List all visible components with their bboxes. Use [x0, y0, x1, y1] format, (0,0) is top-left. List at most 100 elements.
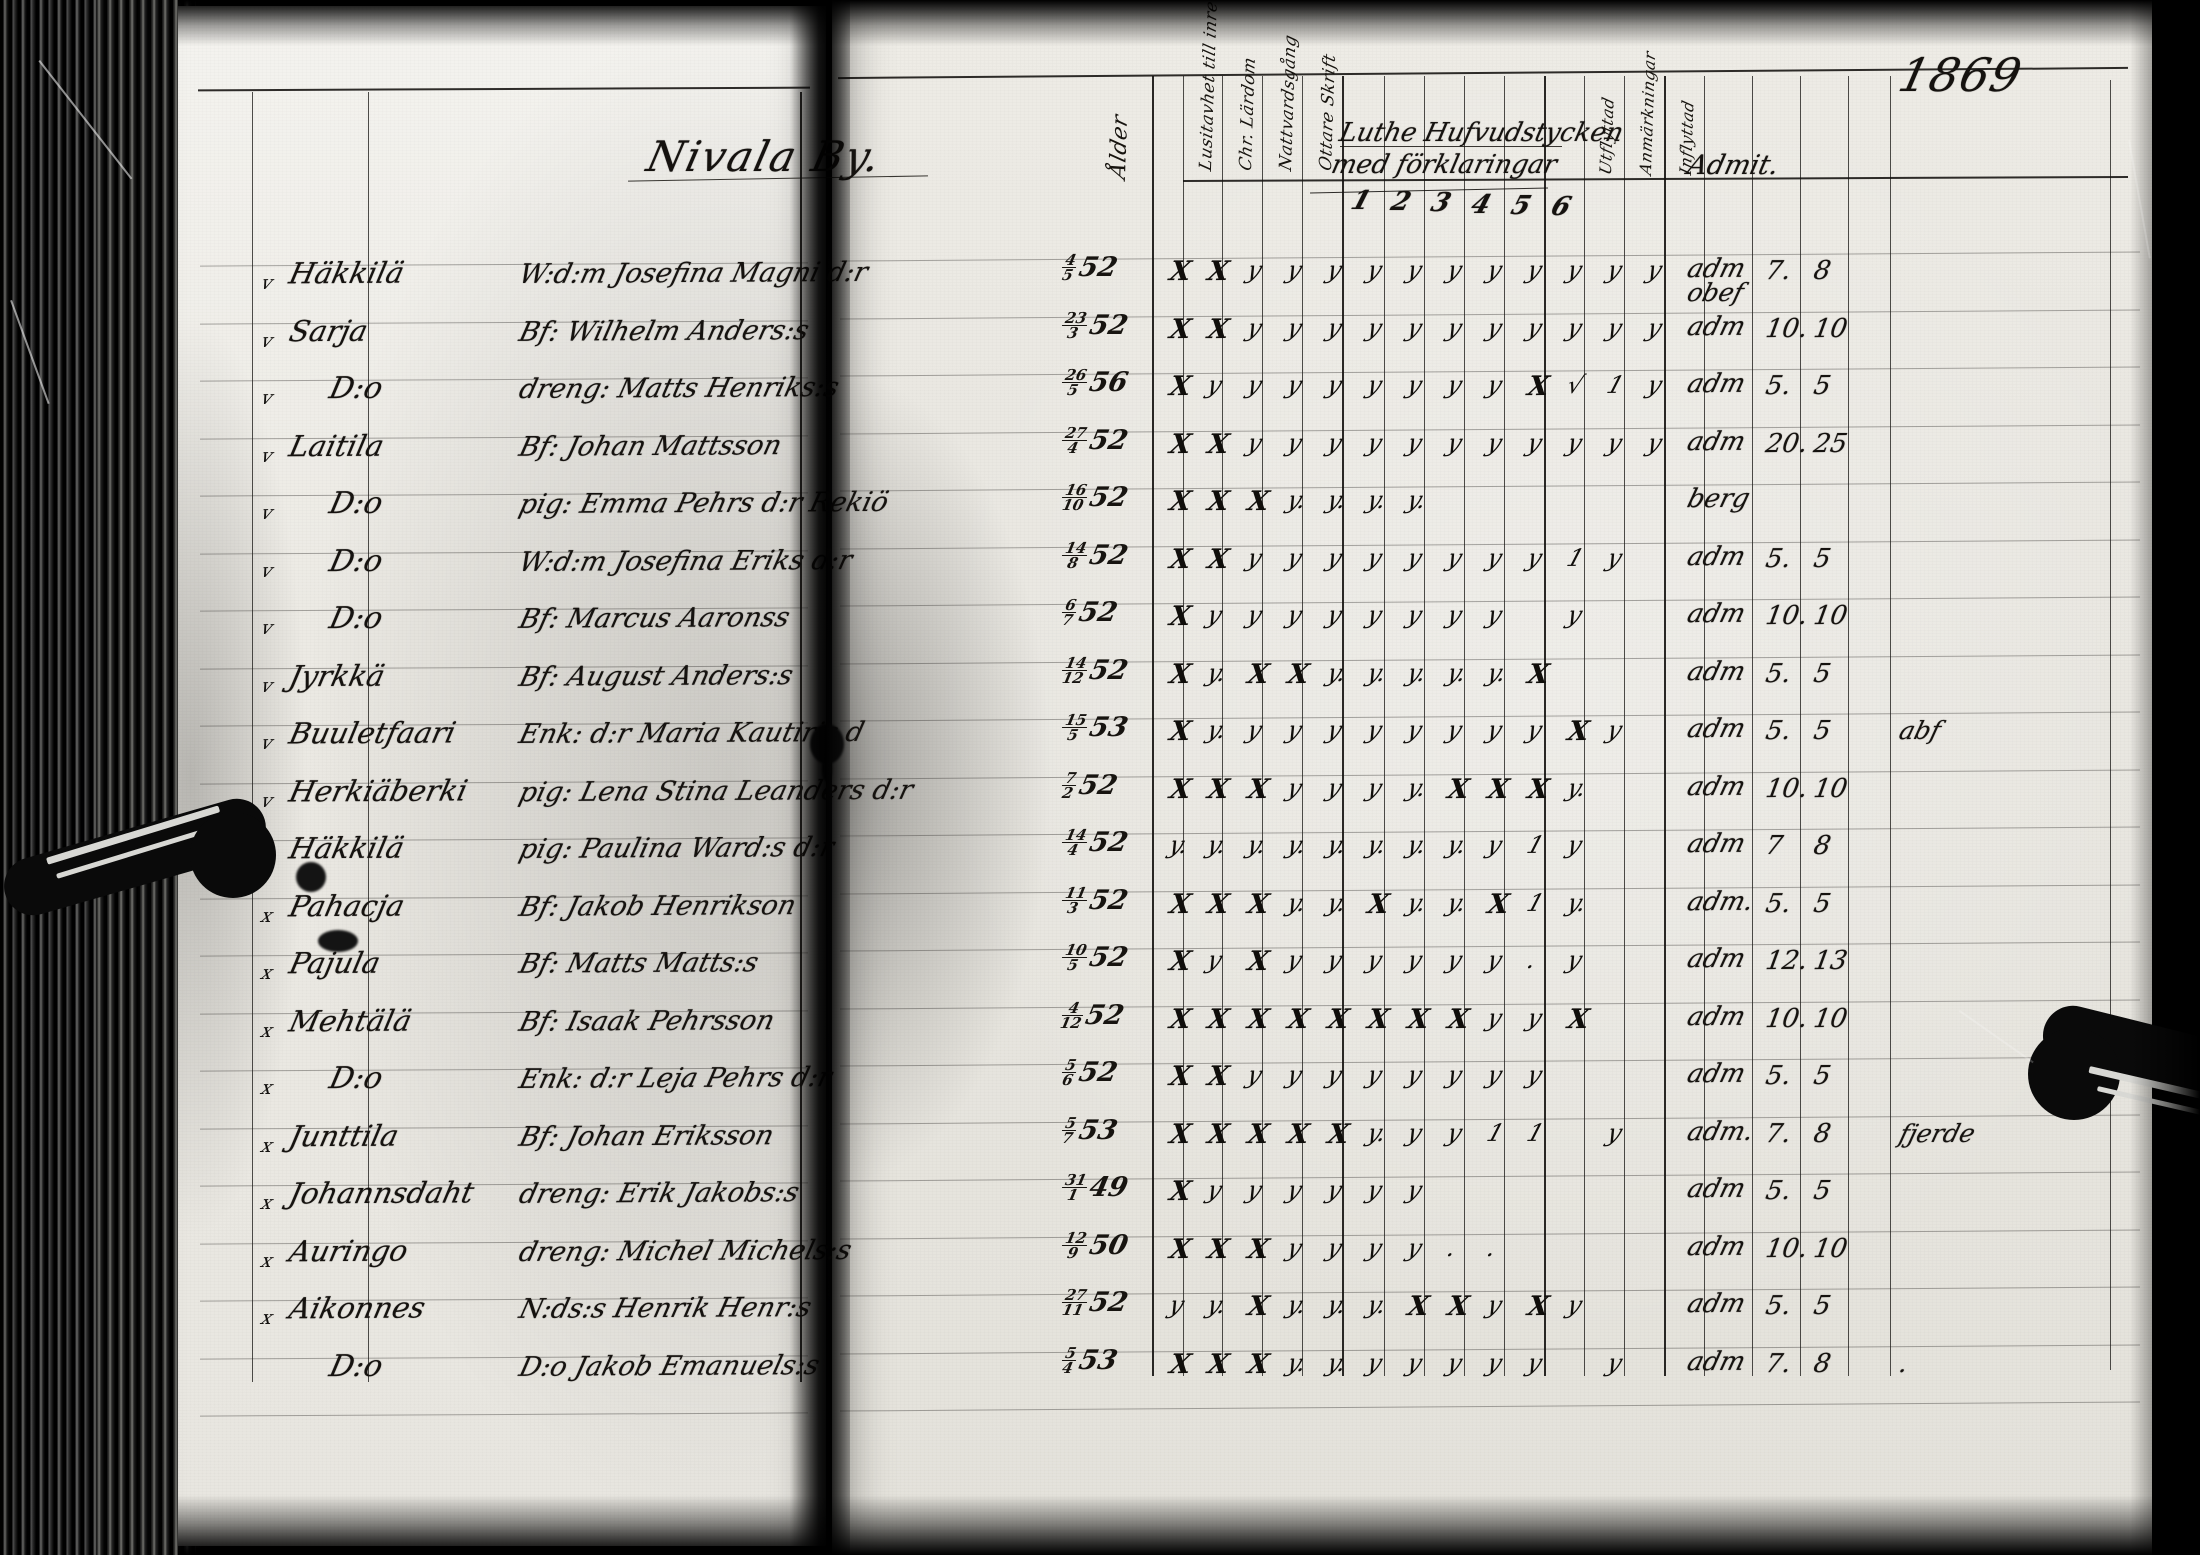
birth-date: 31 1 49	[1059, 1171, 1156, 1204]
person-name: dreng: Erik Jakobs:s	[516, 1177, 803, 1210]
admit-number-2: 13	[1811, 945, 1850, 977]
birth-year: 52	[1076, 252, 1121, 283]
catechism-underline	[1340, 146, 1562, 147]
birth-date: 12 9 50	[1059, 1228, 1156, 1262]
birth-day-month: 27 4	[1061, 423, 1091, 457]
column-rule	[1222, 76, 1223, 1376]
birth-date: 16 10 52	[1059, 480, 1156, 514]
person-name: pig: Lena Stina Leanders d:r	[515, 774, 917, 808]
column-rule	[1584, 76, 1585, 1376]
birth-date: 11 3 52	[1059, 883, 1156, 917]
admit-number-1: 5.	[1763, 1060, 1794, 1092]
column-rule	[252, 92, 253, 1382]
admit-value: adm	[1684, 1058, 1749, 1090]
person-name: Bf: Johan Eriksson	[516, 1119, 777, 1153]
farm-name: Junttila	[286, 1118, 403, 1153]
admit-value: adm	[1684, 828, 1749, 860]
birth-year: 52	[1086, 884, 1131, 916]
admit-number-1: 10.	[1763, 600, 1810, 632]
admit-value: adm	[1684, 943, 1749, 975]
farm-name: D:o	[326, 370, 387, 407]
birth-date: 7 2 52	[1059, 768, 1156, 801]
admit-value: adm	[1684, 541, 1749, 572]
birth-date: 14 4 52	[1059, 825, 1156, 859]
farm-name: Auringo	[286, 1233, 412, 1268]
age-column-caption: Ålder	[1106, 111, 1133, 182]
birth-date: 6 7 52	[1059, 596, 1156, 629]
column-rule	[1464, 76, 1465, 1376]
birth-day-month: 26 5	[1061, 365, 1091, 399]
admit-value: adm	[1684, 1231, 1749, 1262]
column-rule	[1424, 76, 1425, 1376]
admit-number-1: 10.	[1763, 773, 1810, 804]
birth-year: 52	[1086, 309, 1131, 341]
birth-date: 14 8 52	[1059, 538, 1156, 572]
birth-year: 52	[1086, 942, 1131, 973]
farm-name: Buuletfaari	[286, 715, 460, 751]
column-rule	[368, 92, 369, 1382]
farm-name: Pahacja	[286, 888, 408, 923]
catechism-label-line2: med förklaringar	[1328, 150, 1560, 180]
birth-date: 4 5 52	[1059, 251, 1156, 284]
admit-number-2: 10	[1811, 313, 1850, 344]
admit-value: adm.	[1684, 1116, 1758, 1147]
admit-number-1: 5.	[1763, 888, 1794, 919]
admit-value: adm	[1684, 713, 1749, 745]
vertical-caption-2: Chr. Lärdom	[1236, 54, 1260, 173]
person-name: Bf: Jakob Henrikson	[516, 889, 800, 923]
admit-value: adm	[1684, 1346, 1749, 1377]
admit-number-1: 5.	[1763, 543, 1794, 574]
birth-year: 53	[1076, 1344, 1121, 1376]
column-rule	[1504, 76, 1505, 1376]
birth-date: 10 5 52	[1059, 941, 1156, 974]
village-title: Nivala By.	[642, 132, 887, 181]
admit-number-1: 5.	[1763, 658, 1794, 689]
right-vertical-caption-1: Utflyttad	[1596, 94, 1618, 177]
admit-value: obef	[1684, 277, 1747, 308]
admit-value: adm.	[1684, 886, 1758, 917]
birth-date: 27 11 52	[1059, 1286, 1156, 1319]
year-label: 1869	[1893, 48, 2028, 102]
birth-date: 14 12 52	[1059, 653, 1156, 686]
admit-number-1: 5.	[1763, 715, 1794, 747]
farm-name: Sarja	[286, 313, 372, 348]
page-top-shadow	[178, 0, 2152, 46]
birth-year: 52	[1086, 1287, 1131, 1318]
farm-name: Mehtälä	[286, 1003, 415, 1038]
birth-year: 52	[1086, 482, 1131, 513]
admit-value: adm	[1684, 598, 1749, 630]
birth-day-month: 14 4	[1061, 825, 1091, 859]
birth-year: 52	[1076, 769, 1121, 801]
ink-blot-pahacja	[318, 930, 358, 952]
birth-day-month: 14 8	[1061, 538, 1091, 572]
birth-day-month: 11 3	[1061, 883, 1091, 917]
admit-number-2: 10	[1811, 600, 1850, 632]
column-rule	[1342, 76, 1344, 1376]
birth-year: 53	[1086, 712, 1131, 743]
birth-year: 52	[1086, 424, 1131, 456]
birth-date: 27 4 52	[1059, 423, 1156, 457]
column-rule	[1183, 76, 1184, 1376]
birth-day-month: 16 10	[1060, 480, 1091, 514]
birth-day-month: 12 9	[1061, 1228, 1091, 1262]
admit-number-1: 7.	[1763, 1118, 1794, 1149]
person-name: Bf: Isaak Pehrsson	[516, 1004, 778, 1038]
admit-value: adm	[1684, 1001, 1749, 1032]
birth-date: 23 3 52	[1059, 308, 1156, 342]
birth-year: 52	[1086, 539, 1131, 571]
admit-value: berg	[1684, 483, 1754, 515]
row-note: fjerde	[1896, 1118, 1979, 1148]
farm-name: D:o	[326, 1348, 387, 1384]
page-right-shadow	[2130, 0, 2200, 1555]
column-rule	[1544, 76, 1546, 1376]
person-name: Bf: Matts Matts:s	[516, 947, 762, 980]
person-name: D:o Jakob Emanuels:s	[516, 1349, 823, 1383]
farm-name: Aikonnes	[286, 1290, 429, 1326]
admit-number-1: 5.	[1763, 1290, 1794, 1322]
column-rule	[1262, 76, 1263, 1376]
page-bottom-shadow	[178, 1495, 2152, 1555]
person-name: Bf: Johan Mattsson	[516, 429, 785, 463]
admit-number-1: 5.	[1763, 370, 1794, 402]
birth-year: 50	[1086, 1229, 1131, 1261]
